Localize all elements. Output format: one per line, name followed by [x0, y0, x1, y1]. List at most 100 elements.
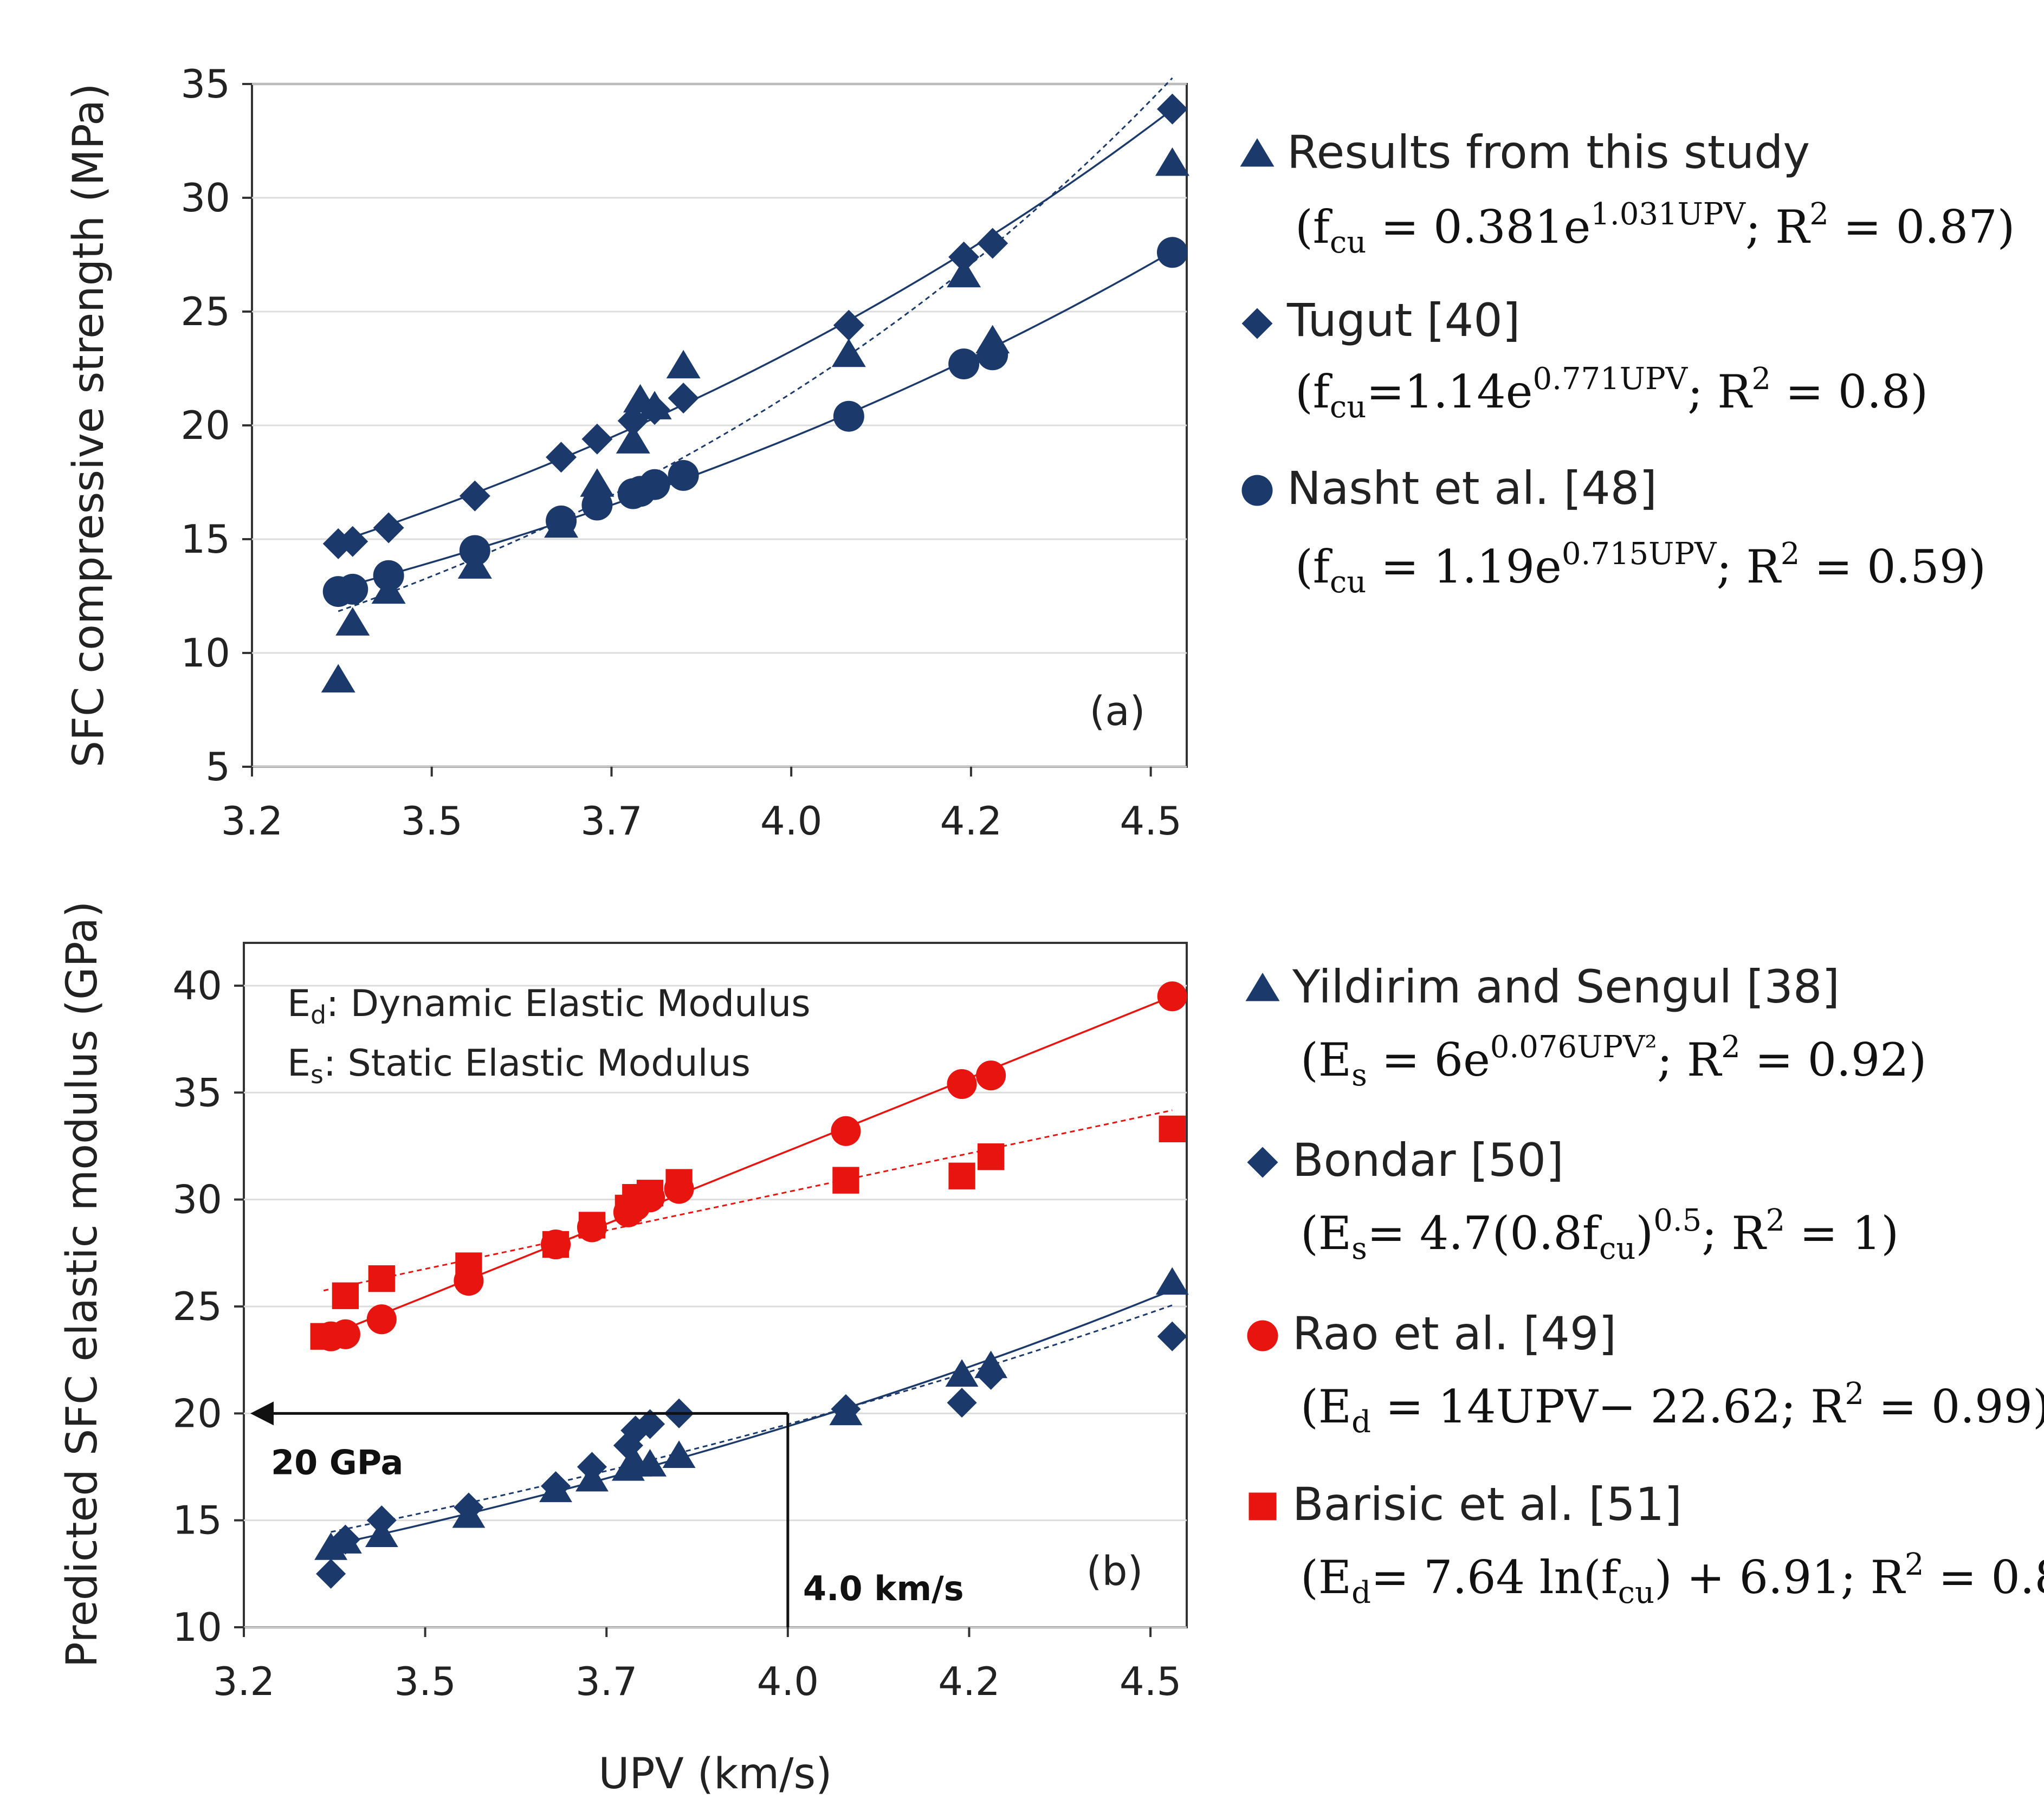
data-point	[833, 400, 864, 432]
panel-a: 5 10 15 20 25 30 35 3.2 3.5 3.7 4.0 4.2 4.5 SFC comp…	[64, 61, 1189, 844]
legend-equation: (fcu = 0.381e1.031UPV; R2 = 0.87)	[1295, 197, 2015, 260]
legend-marker	[1241, 475, 1273, 506]
data-point	[945, 1359, 979, 1387]
legend-entry-barisic: Barisic et al. [51] (Ed= 7.64 ln(fcu) + …	[1249, 1478, 2044, 1610]
y-tick-label: 10	[172, 1605, 222, 1650]
data-point	[577, 1452, 607, 1482]
data-point	[459, 535, 490, 566]
data-point	[665, 1169, 693, 1196]
note-static-modulus: Es: Static Elastic Modulus	[287, 1042, 751, 1089]
x-tick-label: 3.2	[213, 1659, 275, 1704]
x-tick-label: 4.0	[757, 1659, 819, 1704]
data-point	[1156, 237, 1188, 268]
x-tick-label: 3.2	[221, 798, 283, 844]
data-point	[831, 338, 866, 367]
legend-triangle-icon	[1245, 973, 1280, 1001]
data-point	[977, 228, 1008, 259]
data-point	[546, 505, 577, 536]
panel-b-axes: 10 15 20 25 30 35 40 3.2 3.5 3.7 4.0 4.2 4.5	[172, 963, 1181, 1704]
legend-entry-yildirim-sengul: Yildirim and Sengul [38] (Es = 6e0.076UP…	[1245, 960, 1926, 1093]
panel-b-markers	[310, 981, 1189, 1589]
panel-a-y-axis-title: SFC compressive strength (MPa)	[64, 83, 113, 768]
data-point	[1155, 147, 1189, 176]
data-point	[662, 1440, 696, 1468]
legend-marker	[1241, 308, 1273, 339]
legend-name: Yildirim and Sengul [38]	[1292, 960, 1840, 1013]
legend-square-icon	[1249, 1492, 1277, 1521]
y-tick-label: 20	[172, 1390, 222, 1436]
data-point	[366, 1304, 397, 1335]
data-point	[620, 1415, 651, 1446]
y-tick-label: 15	[172, 1498, 222, 1543]
data-point	[1157, 981, 1187, 1012]
data-point	[459, 480, 490, 512]
data-point	[454, 1492, 484, 1523]
data-point	[373, 560, 404, 591]
data-point	[1155, 1267, 1189, 1295]
data-point	[330, 1319, 360, 1349]
legend-equation: (Es= 4.7(0.8fcu)0.5; R2 = 1)	[1301, 1203, 1899, 1266]
y-tick-label: 5	[205, 744, 230, 790]
data-point	[332, 1282, 359, 1309]
y-tick-label: 25	[172, 1284, 222, 1329]
data-point	[368, 1265, 395, 1292]
data-point	[316, 1558, 346, 1589]
legend-entry-results-this-study: Results from this study (fcu = 0.381e1.0…	[1240, 126, 2015, 260]
data-point	[947, 258, 981, 288]
data-point	[337, 573, 368, 605]
data-point	[948, 1162, 975, 1189]
y-tick-label: 35	[172, 1070, 222, 1115]
data-point	[976, 1060, 1006, 1091]
panel-b-label: (b)	[1086, 1548, 1143, 1595]
x-tick-label: 3.5	[394, 1659, 456, 1704]
data-point	[977, 1143, 1005, 1170]
legend-name: Barisic et al. [51]	[1292, 1478, 1682, 1531]
data-point	[310, 1323, 337, 1350]
data-point	[1157, 1321, 1187, 1351]
legend-diamond-icon	[1241, 308, 1273, 339]
data-point	[581, 423, 613, 455]
x-tick-label: 4.2	[940, 798, 1002, 844]
data-point	[335, 607, 370, 636]
data-point	[639, 469, 670, 500]
data-point	[636, 1180, 664, 1207]
x-tick-label: 3.5	[400, 798, 463, 844]
data-point	[1156, 93, 1188, 125]
data-point	[947, 1069, 977, 1099]
y-tick-label: 10	[180, 630, 230, 676]
data-point	[635, 1409, 665, 1439]
data-point	[831, 1116, 861, 1146]
legend-name: Bondar [50]	[1292, 1134, 1564, 1187]
y-tick-label: 30	[172, 1177, 222, 1222]
y-tick-label: 15	[180, 516, 230, 562]
data-point	[455, 1252, 482, 1279]
y-tick-label: 40	[172, 963, 222, 1008]
data-point	[668, 383, 699, 414]
x-tick-label: 4.2	[938, 1659, 1000, 1704]
data-point	[616, 425, 650, 454]
data-point	[546, 442, 577, 473]
data-point	[832, 1167, 859, 1194]
legend-marker	[1249, 1492, 1277, 1521]
legend-entry-rao: Rao et al. [49] (Ed = 14UPV− 22.62; R2 =…	[1247, 1307, 2044, 1440]
x-tick-label: 4.0	[760, 798, 823, 844]
panel-b-plot-frame	[243, 942, 1188, 1628]
data-point	[542, 1231, 570, 1258]
legend-equation: (fcu=1.14e0.771UPV; R2 = 0.8)	[1295, 361, 1928, 425]
annotation-x-label: 4.0 km/s	[803, 1569, 964, 1608]
legend-equation: (fcu = 1.19e0.715UPV; R2 = 0.59)	[1295, 536, 1986, 600]
data-point	[540, 1471, 571, 1502]
data-point	[337, 526, 368, 557]
trendline	[323, 1109, 1173, 1292]
legend-marker	[1247, 1147, 1278, 1178]
legend-marker	[1247, 1320, 1278, 1351]
legend-name: Tugut [40]	[1286, 294, 1520, 347]
legend-name: Rao et al. [49]	[1292, 1307, 1616, 1360]
legend-marker	[1245, 973, 1280, 1001]
panel-b: 10 15 20 25 30 35 40 3.2 3.5 3.7 4.0 4.2 4.5 20 GPa 4…	[58, 901, 1189, 1798]
panel-b-x-axis-title: UPV (km/s)	[598, 1750, 832, 1798]
annotation-y-label: 20 GPa	[271, 1442, 403, 1482]
legend-circle-icon	[1247, 1320, 1278, 1351]
data-point	[948, 241, 980, 273]
